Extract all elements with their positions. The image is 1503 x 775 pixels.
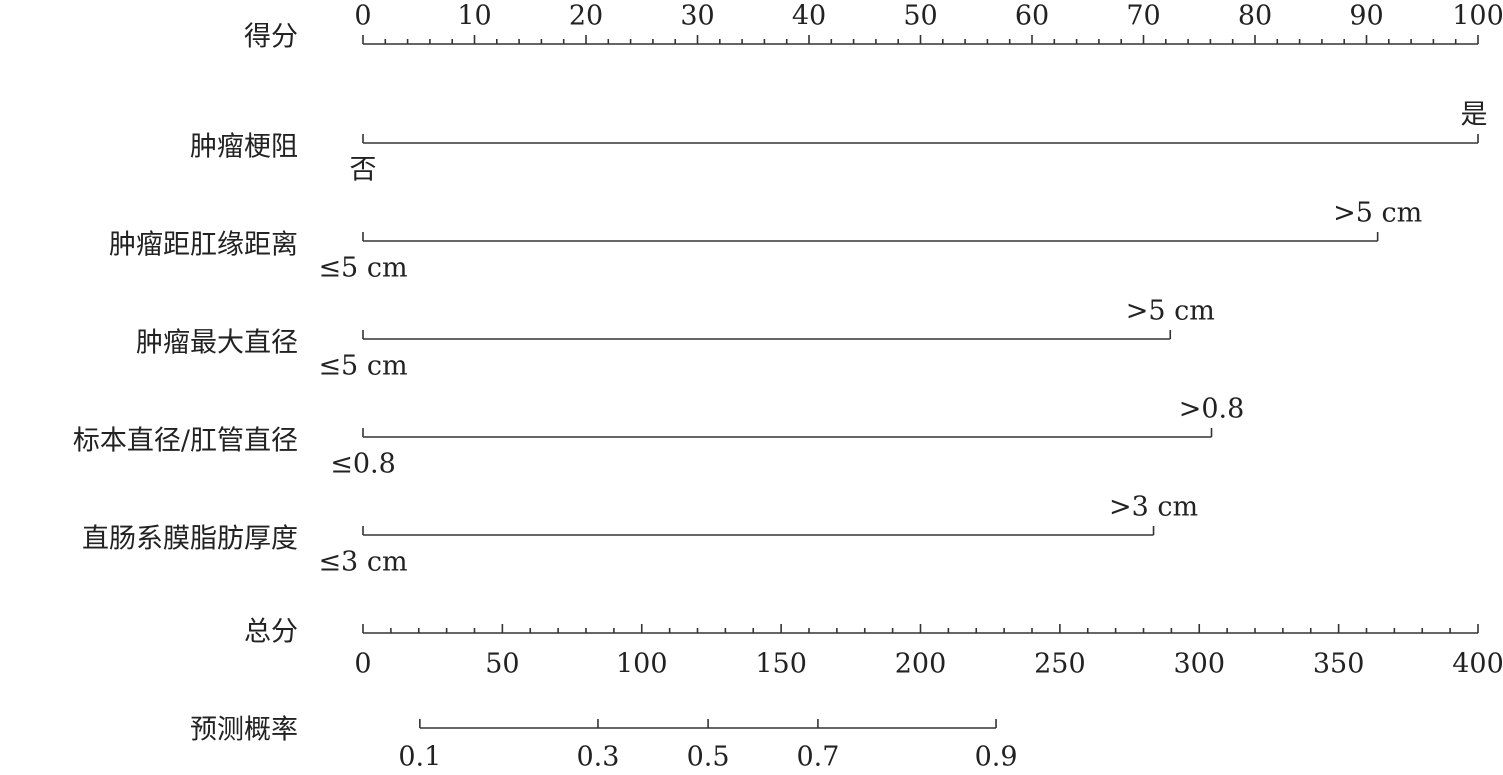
tick-label: 50: [903, 1, 937, 32]
level-label: >0.8: [1179, 394, 1245, 425]
tick-label: 0.1: [398, 742, 441, 773]
level-label: 否: [350, 155, 377, 186]
row-label: 肿瘤最大直径: [136, 328, 298, 359]
tick-label: 300: [1173, 649, 1225, 680]
row-label: 总分: [244, 617, 298, 648]
tick-label: 100: [1452, 1, 1503, 32]
level-label: ≤5 cm: [318, 253, 407, 284]
tick-label: 80: [1238, 1, 1272, 32]
tick-label: 100: [616, 649, 668, 680]
tick-label: 70: [1126, 1, 1160, 32]
row-label: 得分: [244, 22, 298, 53]
level-label: >3 cm: [1109, 492, 1198, 523]
tick-label: 20: [569, 1, 603, 32]
tick-label: 150: [755, 649, 807, 680]
tick-label: 0.5: [687, 742, 730, 773]
level-label: ≤5 cm: [318, 351, 407, 382]
level-label: ≤0.8: [330, 449, 396, 480]
row-label: 标本直径/肛管直径: [73, 426, 298, 457]
tick-label: 0: [354, 1, 371, 32]
row-label: 预测概率: [190, 715, 298, 746]
tick-label: 40: [792, 1, 826, 32]
level-label: >5 cm: [1333, 198, 1422, 229]
level-label: ≤3 cm: [318, 547, 407, 578]
tick-label: 250: [1034, 649, 1086, 680]
tick-label: 0: [354, 649, 371, 680]
row-label: 直肠系膜脂肪厚度: [82, 524, 298, 555]
level-label: >5 cm: [1126, 296, 1215, 327]
tick-label: 400: [1452, 649, 1503, 680]
level-label: 是: [1461, 100, 1488, 131]
row-label: 肿瘤距肛缘距离: [109, 230, 298, 261]
tick-label: 60: [1015, 1, 1049, 32]
tick-label: 50: [485, 649, 519, 680]
tick-label: 0.3: [577, 742, 620, 773]
tick-label: 0.9: [975, 742, 1018, 773]
tick-label: 200: [895, 649, 947, 680]
tick-label: 0.7: [796, 742, 839, 773]
tick-label: 30: [680, 1, 714, 32]
row-label: 肿瘤梗阻: [190, 132, 298, 163]
tick-label: 350: [1313, 649, 1365, 680]
tick-label: 90: [1349, 1, 1383, 32]
tick-label: 10: [457, 1, 491, 32]
